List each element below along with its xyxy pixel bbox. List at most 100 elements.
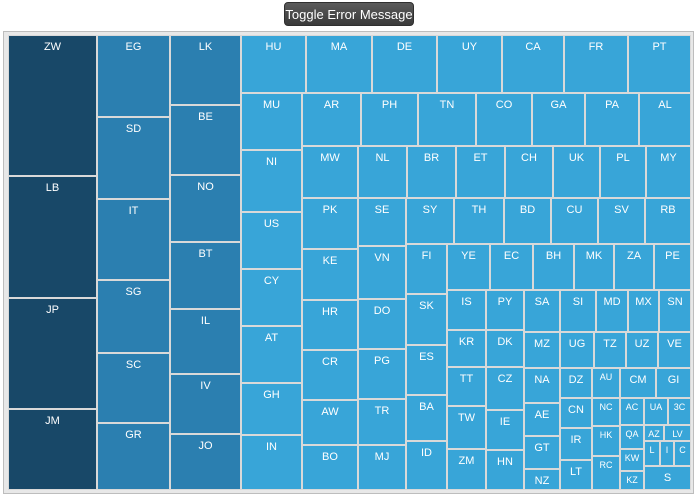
treemap-tile-rb[interactable]: RB (645, 198, 691, 244)
treemap-tile-md[interactable]: MD (596, 290, 628, 332)
treemap-tile-no[interactable]: NO (170, 175, 241, 242)
treemap-tile-nl[interactable]: NL (358, 146, 407, 198)
treemap-tile-kr[interactable]: KR (447, 330, 486, 367)
treemap-tile-ph[interactable]: PH (361, 93, 418, 146)
treemap-tile-ir[interactable]: IR (560, 428, 592, 460)
treemap-tile-pk[interactable]: PK (302, 198, 358, 249)
treemap-tile-i[interactable]: I (660, 441, 674, 466)
treemap-tile-ua[interactable]: UA (644, 398, 668, 425)
treemap-tile-tn[interactable]: TN (418, 93, 476, 146)
treemap-tile-eg[interactable]: EG (97, 35, 170, 117)
treemap-tile-au[interactable]: AU (592, 368, 620, 398)
treemap-tile-mj[interactable]: MJ (358, 445, 406, 490)
treemap-tile-br[interactable]: BR (407, 146, 456, 198)
treemap-tile-is[interactable]: IS (447, 290, 486, 330)
treemap-tile-jo[interactable]: JO (170, 434, 241, 490)
treemap-tile-cz[interactable]: CZ (486, 367, 524, 410)
treemap-tile-sa[interactable]: SA (524, 290, 560, 332)
treemap-tile-sd[interactable]: SD (97, 117, 170, 199)
treemap-tile-gi[interactable]: GI (656, 368, 691, 398)
treemap-tile-iv[interactable]: IV (170, 374, 241, 434)
treemap-tile-sy[interactable]: SY (406, 198, 454, 244)
treemap-tile-ni[interactable]: NI (241, 150, 302, 212)
treemap-tile-ca[interactable]: CA (502, 35, 564, 93)
treemap-tile-ga[interactable]: GA (532, 93, 585, 146)
treemap-tile-tr[interactable]: TR (358, 399, 406, 445)
treemap-tile-3c[interactable]: 3C (668, 398, 691, 425)
treemap-tile-it[interactable]: IT (97, 199, 170, 280)
treemap-tile-mx[interactable]: MX (628, 290, 659, 332)
treemap-tile-hk[interactable]: HK (592, 426, 620, 456)
treemap-tile-bd[interactable]: BD (504, 198, 551, 244)
treemap-tile-tw[interactable]: TW (447, 406, 486, 449)
treemap-tile-ch[interactable]: CH (505, 146, 553, 198)
treemap-tile-al[interactable]: AL (639, 93, 691, 146)
treemap-tile-lv[interactable]: LV (664, 425, 691, 441)
treemap-tile-fr[interactable]: FR (564, 35, 628, 93)
treemap-tile-ba[interactable]: BA (406, 395, 447, 441)
treemap-tile-aw[interactable]: AW (302, 400, 358, 445)
treemap-tile-vn[interactable]: VN (358, 246, 406, 299)
treemap-tile-uy[interactable]: UY (437, 35, 502, 93)
treemap-tile-pt[interactable]: PT (628, 35, 691, 93)
treemap-tile-hn[interactable]: HN (486, 450, 524, 490)
treemap-tile-us[interactable]: US (241, 212, 302, 269)
treemap-tile-cu[interactable]: CU (551, 198, 598, 244)
treemap-tile-et[interactable]: ET (456, 146, 505, 198)
treemap-tile-ec[interactable]: EC (490, 244, 533, 290)
treemap-tile-cy[interactable]: CY (241, 269, 302, 326)
treemap-tile-bt[interactable]: BT (170, 242, 241, 309)
treemap-tile-lk[interactable]: LK (170, 35, 241, 105)
treemap-tile-cr[interactable]: CR (302, 350, 358, 400)
treemap-tile-l[interactable]: L (644, 441, 660, 466)
treemap-tile-lt[interactable]: LT (560, 460, 592, 490)
treemap-tile-do[interactable]: DO (358, 299, 406, 349)
treemap-tile-zm[interactable]: ZM (447, 449, 486, 490)
treemap-tile-bo[interactable]: BO (302, 445, 358, 490)
treemap-tile-ke[interactable]: KE (302, 249, 358, 300)
treemap-tile-pg[interactable]: PG (358, 349, 406, 399)
treemap-tile-uz[interactable]: UZ (626, 332, 658, 368)
treemap-tile-kw[interactable]: KW (620, 449, 644, 471)
treemap-tile-c[interactable]: C (674, 441, 691, 466)
treemap-tile-es[interactable]: ES (406, 345, 447, 395)
treemap-tile-ve[interactable]: VE (658, 332, 691, 368)
treemap-tile-sc[interactable]: SC (97, 353, 170, 423)
treemap-tile-tz[interactable]: TZ (594, 332, 626, 368)
treemap-tile-cm[interactable]: CM (620, 368, 656, 398)
treemap-tile-mu[interactable]: MU (241, 93, 302, 150)
treemap-tile-pe[interactable]: PE (654, 244, 691, 290)
treemap-tile-in[interactable]: IN (241, 435, 302, 490)
treemap-tile-rc[interactable]: RC (592, 456, 620, 490)
treemap-tile-gr[interactable]: GR (97, 423, 170, 490)
treemap-tile-ie[interactable]: IE (486, 410, 524, 450)
treemap-tile-s[interactable]: S (644, 466, 691, 490)
treemap-tile-pl[interactable]: PL (600, 146, 646, 198)
treemap-tile-kz[interactable]: KZ (620, 471, 644, 490)
treemap-tile-ar[interactable]: AR (302, 93, 361, 146)
treemap-tile-be[interactable]: BE (170, 105, 241, 175)
treemap-tile-ug[interactable]: UG (560, 332, 594, 368)
treemap-tile-de[interactable]: DE (372, 35, 437, 93)
treemap-tile-cn[interactable]: CN (560, 398, 592, 428)
treemap-tile-na[interactable]: NA (524, 368, 560, 403)
treemap-tile-ac[interactable]: AC (620, 398, 644, 425)
treemap-tile-mz[interactable]: MZ (524, 332, 560, 368)
treemap-tile-sv[interactable]: SV (598, 198, 645, 244)
treemap-tile-mw[interactable]: MW (302, 146, 358, 198)
treemap-tile-za[interactable]: ZA (614, 244, 654, 290)
treemap-tile-sk[interactable]: SK (406, 294, 447, 345)
treemap-tile-nz[interactable]: NZ (524, 469, 560, 490)
treemap-tile-nc[interactable]: NC (592, 398, 620, 426)
treemap-tile-pa[interactable]: PA (585, 93, 639, 146)
toggle-error-message-button[interactable]: Toggle Error Message (284, 2, 414, 26)
treemap-tile-sg[interactable]: SG (97, 280, 170, 353)
treemap-tile-co[interactable]: CO (476, 93, 532, 146)
treemap-tile-fi[interactable]: FI (406, 244, 447, 294)
treemap-tile-at[interactable]: AT (241, 326, 302, 383)
treemap-tile-gt[interactable]: GT (524, 436, 560, 469)
treemap-tile-py[interactable]: PY (486, 290, 524, 330)
treemap-tile-mk[interactable]: MK (574, 244, 614, 290)
treemap-tile-gh[interactable]: GH (241, 383, 302, 435)
treemap-tile-uk[interactable]: UK (553, 146, 600, 198)
